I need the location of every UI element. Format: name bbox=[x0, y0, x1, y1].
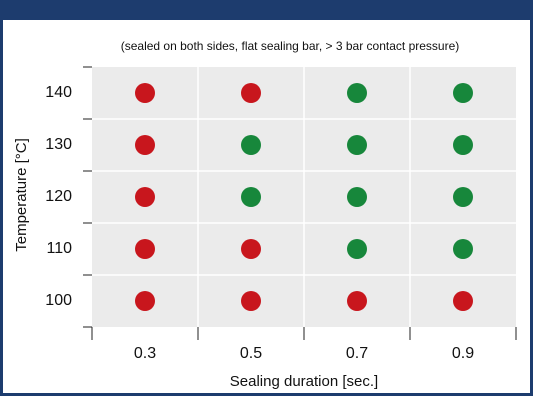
dot bbox=[347, 83, 367, 103]
dot bbox=[241, 239, 261, 259]
dot bbox=[347, 291, 367, 311]
y-tick-label: 140 bbox=[45, 84, 72, 101]
chart: (sealed on both sides, flat sealing bar,… bbox=[3, 20, 530, 393]
dot bbox=[347, 187, 367, 207]
dot bbox=[135, 187, 155, 207]
dot bbox=[453, 135, 473, 155]
dot bbox=[241, 135, 261, 155]
x-tick-label: 0.7 bbox=[346, 345, 368, 362]
dot bbox=[135, 239, 155, 259]
dot bbox=[453, 239, 473, 259]
y-tick-label: 120 bbox=[45, 188, 72, 205]
x-tick-label: 0.9 bbox=[452, 345, 474, 362]
x-tick-label: 0.3 bbox=[134, 345, 156, 362]
y-tick-label: 130 bbox=[45, 136, 72, 153]
dot bbox=[135, 135, 155, 155]
dot bbox=[347, 239, 367, 259]
chart-subtitle: (sealed on both sides, flat sealing bar,… bbox=[121, 39, 460, 53]
y-tick-label: 100 bbox=[45, 292, 72, 309]
dot bbox=[135, 291, 155, 311]
dot bbox=[453, 187, 473, 207]
dot bbox=[453, 291, 473, 311]
dot bbox=[453, 83, 473, 103]
dot bbox=[241, 187, 261, 207]
dot bbox=[135, 83, 155, 103]
dot bbox=[241, 83, 261, 103]
x-tick-label: 0.5 bbox=[240, 345, 262, 362]
y-tick-label: 110 bbox=[46, 240, 72, 257]
x-axis-title: Sealing duration [sec.] bbox=[230, 373, 378, 390]
y-axis-title: Temperature [°C] bbox=[13, 138, 30, 252]
dot bbox=[241, 291, 261, 311]
dot bbox=[347, 135, 367, 155]
